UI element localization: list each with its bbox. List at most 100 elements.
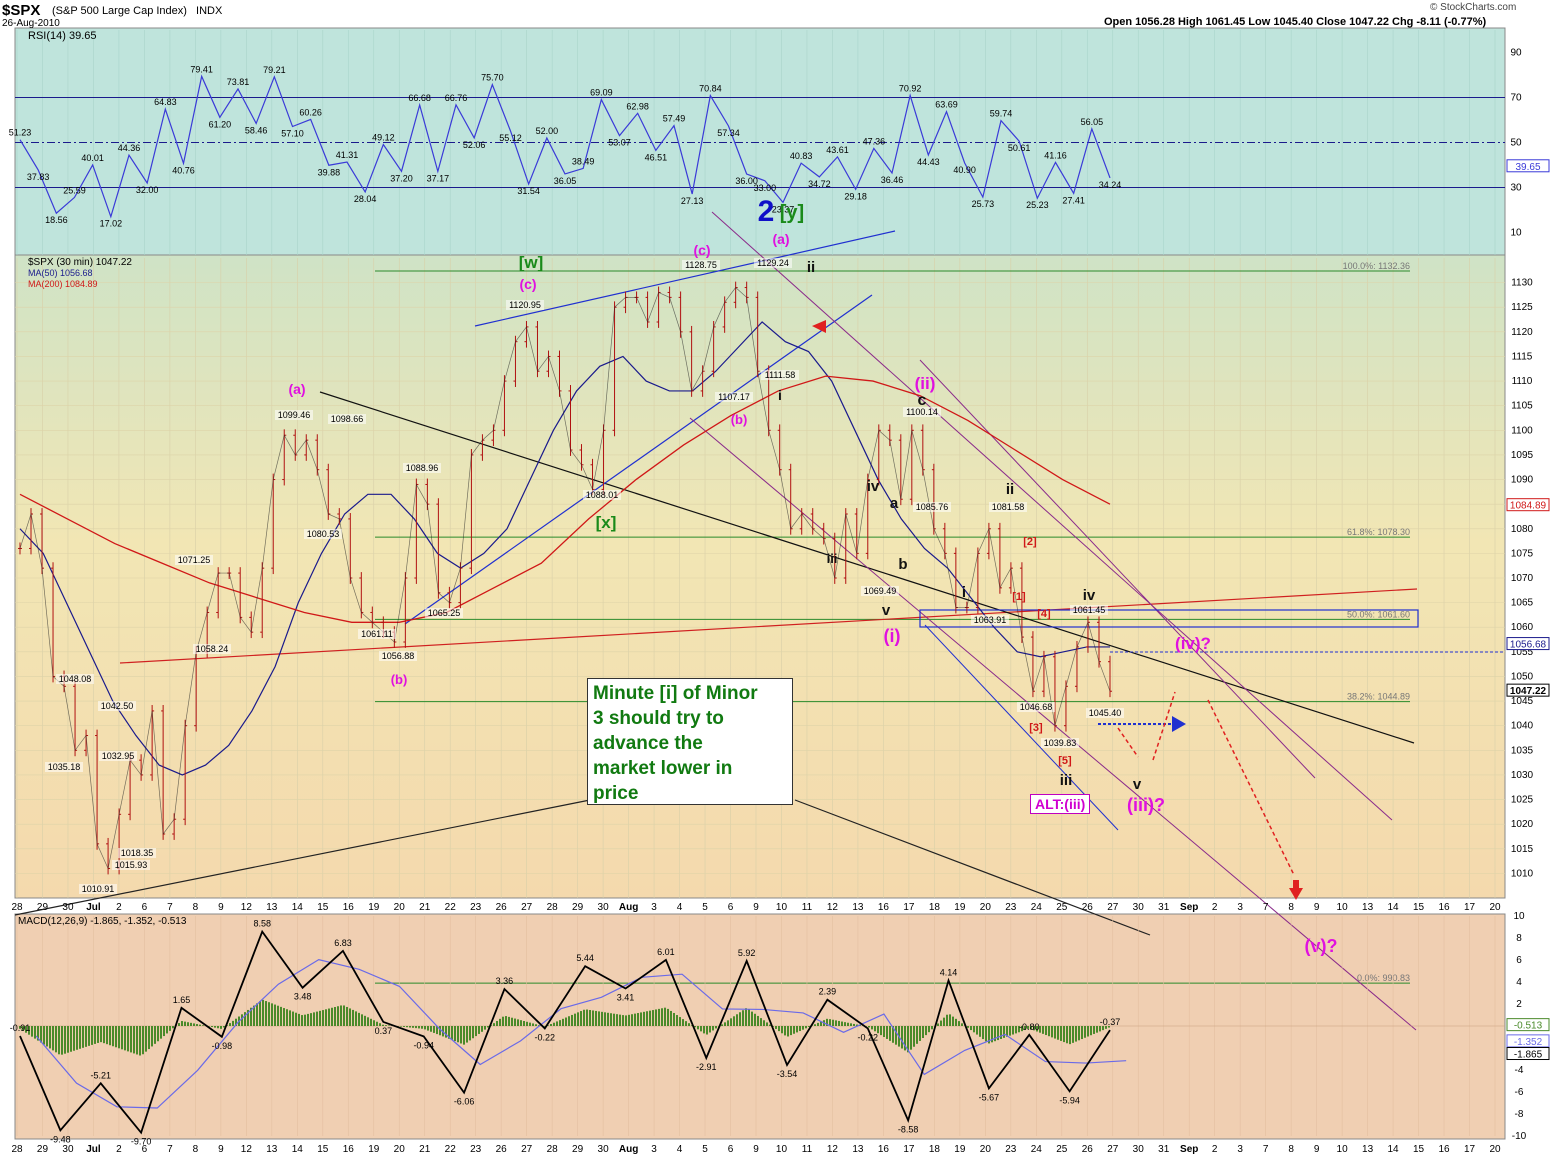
date-tick-label: 18 <box>929 1144 941 1155</box>
analysis-callout: Minute [i] of Minor 3 should try to adva… <box>587 678 793 805</box>
date-tick-label: 4 <box>677 1144 683 1155</box>
date-tick-label: 30 <box>62 902 74 913</box>
macd-value-label: -2.91 <box>696 1062 717 1072</box>
rsi-value-label: 17.02 <box>100 219 123 229</box>
rsi-value-label: 38.49 <box>572 156 595 166</box>
date-tick-label: 21 <box>419 1144 431 1155</box>
date-tick-label: 15 <box>1413 1144 1425 1155</box>
date-tick-label: 3 <box>651 1144 657 1155</box>
date-tick-label: 2 <box>116 1144 122 1155</box>
value-flag-text: 1056.68 <box>1510 640 1547 651</box>
macd-tick-label: 10 <box>1513 911 1525 922</box>
rsi-value-label: 73.81 <box>227 77 250 87</box>
price-label-bg <box>682 260 720 270</box>
callout-pointer <box>794 799 1151 936</box>
date-tick-label: Jul <box>86 1144 101 1155</box>
wave-label: [4] <box>1037 608 1051 620</box>
date-tick-label: 8 <box>193 1144 199 1155</box>
date-tick-label: 14 <box>292 902 304 913</box>
date-tick-label: 10 <box>1337 902 1349 913</box>
rsi-value-label: 70.84 <box>699 84 722 94</box>
macd-value-label: -0.80 <box>1019 1022 1040 1032</box>
date-tick-label: 6 <box>728 1144 734 1155</box>
value-flag-text: -1.865 <box>1514 1050 1543 1061</box>
exchange: INDX <box>196 5 223 17</box>
rsi-value-label: 34.72 <box>808 179 831 189</box>
price-label-bg <box>45 762 83 772</box>
rsi-value-label: 52.06 <box>463 140 486 150</box>
date-tick-label: 22 <box>445 902 457 913</box>
price-value-label: 1063.91 <box>974 615 1007 625</box>
macd-tick-label: -6 <box>1515 1087 1524 1098</box>
value-flag-box <box>1506 159 1550 173</box>
price-tick-label: 1055 <box>1511 647 1534 658</box>
price-label-bg <box>112 860 150 870</box>
date-tick-label: 5 <box>702 1144 708 1155</box>
price-tick-label: 1010 <box>1511 868 1534 879</box>
price-value-label: 1111.58 <box>765 370 796 380</box>
red-projection <box>1117 727 1139 758</box>
wave-label: [2] <box>1023 536 1037 548</box>
date-tick-label: 22 <box>445 1144 457 1155</box>
price-value-labels: 1010.91 1015.93 1018.35 1032.95 1035.18 1042.… <box>45 258 1124 894</box>
price-tick-label: 1060 <box>1511 622 1534 633</box>
price-value-label: 1061.11 <box>361 629 393 639</box>
price-value-label: 1098.66 <box>331 414 364 424</box>
price-value-label: 1048.08 <box>59 674 92 684</box>
rsi-value-label: 64.83 <box>154 97 177 107</box>
macd-series <box>19 929 1127 1135</box>
price-label-bg <box>403 463 441 473</box>
date-tick-label: 14 <box>1388 902 1400 913</box>
rsi-value-label: 41.31 <box>336 150 359 160</box>
wave-label: c <box>918 392 927 409</box>
wave-labels: 2 [y][w](c)(a)(c)(a)(b)(b)[x]iii(ii)civab… <box>288 195 1337 956</box>
macd-line <box>19 929 1111 1135</box>
wave-label: (v)? <box>1305 936 1338 956</box>
date-tick-label: 3 <box>1237 1144 1243 1155</box>
wave-label: 2 <box>758 195 775 228</box>
macd-value-label: 6.83 <box>334 938 352 948</box>
date-tick-label: 6 <box>142 1144 148 1155</box>
wave-label: iii <box>827 551 838 566</box>
price-legend: $SPX (30 min) 1047.22 <box>28 257 132 268</box>
wave-label: iv <box>1083 587 1096 604</box>
date-tick-label: 20 <box>394 902 406 913</box>
value-flag-text: -1.352 <box>1514 1037 1543 1048</box>
red-support-trendline <box>119 588 1418 664</box>
wave-label: (a) <box>288 381 305 397</box>
wave-label: b <box>898 556 907 573</box>
rsi-value-label: 37.20 <box>390 173 413 183</box>
date-tick-label: 9 <box>1314 1144 1320 1155</box>
rsi-value-label: 32.00 <box>136 185 159 195</box>
wave-label: a <box>890 495 899 512</box>
date-tick-label: 25 <box>1056 902 1068 913</box>
rsi-value-label: 43.61 <box>826 145 849 155</box>
date-tick-label: 8 <box>1288 1144 1294 1155</box>
macd-value-label: 4.14 <box>940 967 958 977</box>
date-tick-label: Jul <box>86 902 101 913</box>
ma50-legend: MA(50) 1056.68 <box>28 268 93 278</box>
rsi-value-label: 66.76 <box>445 93 468 103</box>
wave-label: i <box>962 584 966 601</box>
rsi-value-label: 57.49 <box>663 114 686 124</box>
price-tick-label: 1020 <box>1511 819 1534 830</box>
wave-label: v <box>882 602 891 619</box>
date-tick-label: 8 <box>1288 902 1294 913</box>
moving-averages <box>19 321 1111 776</box>
date-tick-label: 13 <box>1362 1144 1374 1155</box>
price-label-bg <box>989 502 1027 512</box>
price-label-bg <box>1070 605 1108 615</box>
date-tick-label: 30 <box>598 1144 610 1155</box>
index-full-name: (S&P 500 Large Cap Index) <box>52 5 187 17</box>
price-value-label: 1010.91 <box>82 884 115 894</box>
ma50-line <box>19 321 1110 776</box>
date-tick-label: 19 <box>954 1144 966 1155</box>
macd-value-label: -0.98 <box>212 1041 233 1051</box>
rsi-value-label: 40.90 <box>953 165 976 175</box>
date-axis: 282829293030JulJul2266778899121213131414… <box>11 902 1501 1155</box>
date-tick-label: 12 <box>827 1144 839 1155</box>
macd-value-label: -0.22 <box>535 1032 556 1042</box>
fib-level-label: 0.0%: 990.83 <box>1357 973 1410 983</box>
date-tick-label: 2 <box>116 902 122 913</box>
value-flag-text: 1084.89 <box>1510 501 1547 512</box>
